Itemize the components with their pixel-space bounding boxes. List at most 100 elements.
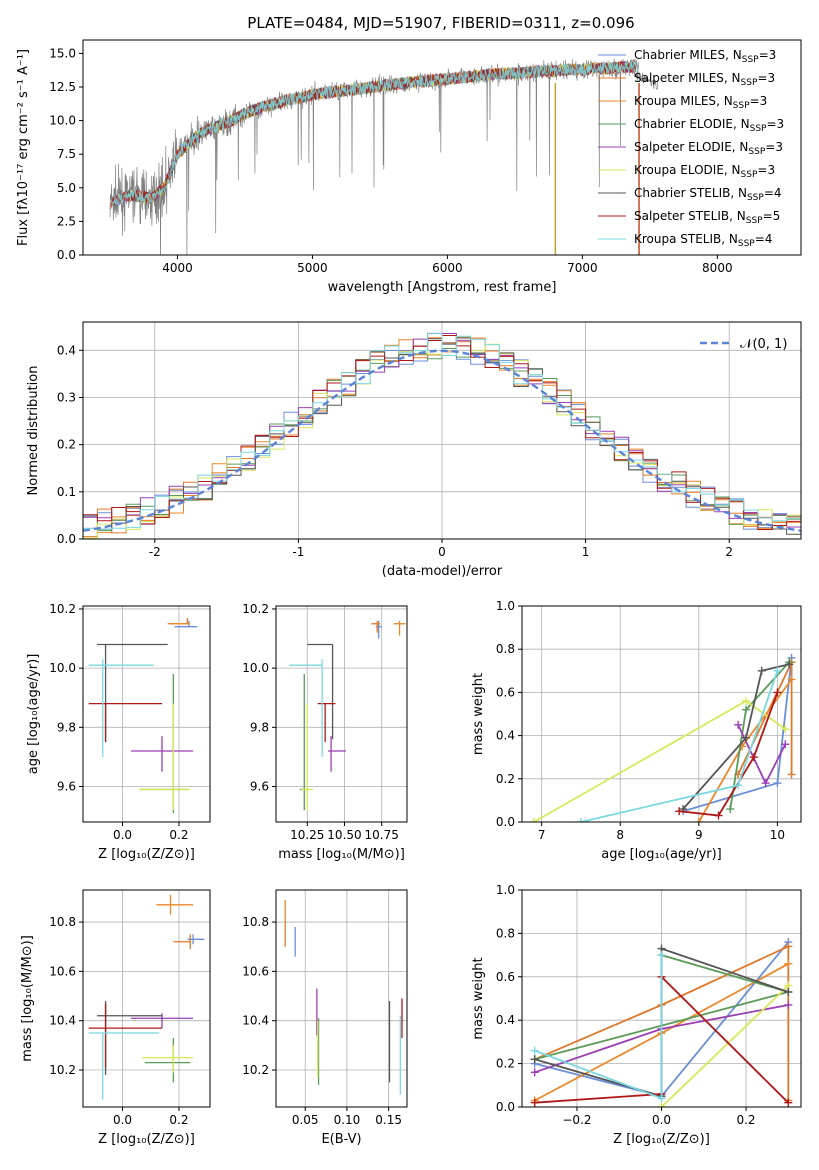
- y-axis-label: Flux [fλ10⁻¹⁷ erg cm⁻² s⁻¹ A⁻¹]: [16, 49, 31, 246]
- y-tick-label: 0.6: [496, 970, 515, 984]
- x-axis-label: age [log₁₀(age/yr)]: [601, 847, 722, 862]
- data-point-7: [317, 702, 336, 743]
- data-point-3: [145, 1037, 191, 1083]
- legend-series-name: Chabrier STELIB: [634, 186, 730, 200]
- weight-line-0: [682, 657, 793, 813]
- plot-area: [88, 617, 198, 814]
- y-tick-label: 10.0: [242, 661, 269, 675]
- y-tick-label: 0.8: [496, 642, 515, 656]
- x-tick-label: 10.25: [290, 828, 324, 842]
- plot-area: [529, 653, 796, 822]
- x-tick-label: 0.10: [334, 1113, 361, 1127]
- legend-nssp-value: =4: [764, 186, 782, 200]
- data-point-5: [142, 1045, 194, 1073]
- plot-area: [109, 58, 659, 255]
- chart-mass_vs_Z: 0.0 0.2 10.2 10.4 10.6 10.8 Z [log₁₀(Z/Z⊙)] mas…: [20, 889, 211, 1147]
- data-point-4: [328, 736, 346, 772]
- legend-nssp: , N: [725, 48, 742, 62]
- y-tick-label: 2.5: [57, 214, 76, 228]
- y-tick-label: 0.2: [496, 1057, 515, 1071]
- y-tick-label: 0.4: [496, 1013, 515, 1027]
- y-tick-label: 10.2: [242, 602, 269, 616]
- x-tick-label: 7000: [567, 261, 598, 275]
- data-point-8: [88, 659, 154, 757]
- x-tick-label: 9: [695, 828, 703, 842]
- data-point-8: [88, 1032, 160, 1100]
- y-tick-label: 10.6: [49, 964, 76, 978]
- legend-nssp-value: =3: [757, 71, 775, 85]
- legend-series-name: Kroupa ELODIE: [634, 163, 724, 177]
- legend-nssp: , N: [732, 140, 749, 154]
- data-point-6: [97, 1000, 163, 1075]
- y-tick-label: 5.0: [57, 181, 76, 195]
- y-tick-label: 1.0: [496, 599, 515, 613]
- legend-nssp-subscript: SSP: [746, 216, 763, 226]
- normal-curve: [83, 349, 801, 532]
- x-axis-label: Z [log₁₀(Z/Z⊙)]: [98, 1132, 195, 1147]
- y-tick-label: 0.6: [496, 685, 515, 699]
- chart-weight_vs_Z: −0.2 0.0 0.2 0.0 0.2 0.4 0.6 0.8 1.0 Z [log₁₀(Z/Z…: [471, 883, 802, 1147]
- y-axis-label: mass weight: [471, 957, 486, 1039]
- x-axis-label: E(B-V): [321, 1132, 361, 1147]
- legend-label: Chabrier ELODIE, NSSP=3: [634, 117, 784, 134]
- y-tick-label: 10.4: [242, 1014, 269, 1028]
- chart-residuals: -2 -1 0 1 2 0.0 0.1 0.2 0.3 0.4 (data-model)/error…: [26, 321, 802, 579]
- x-axis-label: Z [log₁₀(Z/Z⊙)]: [98, 847, 195, 862]
- y-tick-label: 0.2: [57, 438, 76, 452]
- chart-age_vs_mass: 10.25 10.50 10.75 9.6 9.8 10.0 10.2 mass [log₁₀…: [242, 602, 408, 862]
- data-point-4: [130, 736, 194, 772]
- x-tick-label: 0.0: [113, 828, 132, 842]
- legend-label: Salpeter MILES, NSSP=3: [634, 71, 775, 88]
- x-axis-label: (data-model)/error: [382, 564, 503, 579]
- x-tick-label: −0.2: [562, 1113, 591, 1127]
- y-axis-label: mass weight: [471, 673, 486, 755]
- data-point-2: [393, 620, 406, 636]
- weight-line-5: [660, 984, 789, 1107]
- axes-frame: [275, 889, 408, 1108]
- legend-label: Kroupa ELODIE, NSSP=3: [634, 163, 775, 180]
- x-tick-label: 0.05: [292, 1113, 319, 1127]
- legend-series-name: Salpeter ELODIE: [634, 140, 732, 154]
- y-tick-label: 12.5: [49, 80, 76, 94]
- legend-series-name: Kroupa STELIB: [634, 232, 721, 246]
- legend-nssp: , N: [721, 232, 738, 246]
- plot-area: [530, 938, 793, 1107]
- y-tick-label: 0.0: [57, 248, 76, 262]
- x-tick-label: 5000: [297, 261, 328, 275]
- y-tick-label: 9.8: [250, 720, 269, 734]
- x-tick-label: 8: [616, 828, 624, 842]
- weight-line-1: [534, 944, 790, 1101]
- figure-title: PLATE=0484, MJD=51907, FIBERID=0311, z=0…: [247, 14, 634, 32]
- legend-nssp: , N: [716, 94, 733, 108]
- y-tick-label: 10.2: [49, 1063, 76, 1077]
- weight-line-1: [737, 661, 793, 775]
- y-tick-label: 9.6: [57, 779, 76, 793]
- legend-nssp-subscript: SSP: [741, 170, 758, 180]
- y-tick-label: 0.0: [496, 1100, 515, 1114]
- y-tick-label: 10.2: [242, 1063, 269, 1077]
- x-tick-label: 7: [538, 828, 546, 842]
- data-point-6: [307, 643, 334, 740]
- data-point-5: [301, 703, 314, 811]
- legend-nssp-subscript: SSP: [742, 55, 759, 65]
- x-tick-label: 0.2: [169, 1113, 188, 1127]
- y-tick-label: 0.4: [496, 729, 515, 743]
- y-tick-label: 10.8: [49, 915, 76, 929]
- x-tick-label: 0.0: [652, 1113, 671, 1127]
- data-point-3: [139, 674, 188, 814]
- legend-nssp-value: =3: [765, 140, 783, 154]
- legend-series-name: Chabrier ELODIE: [634, 117, 733, 131]
- legend-nssp: , N: [733, 117, 750, 131]
- legend-nssp-subscript: SSP: [738, 239, 755, 249]
- y-tick-label: 15.0: [49, 46, 76, 60]
- y-tick-label: 10.6: [242, 964, 269, 978]
- legend-nssp-subscript: SSP: [750, 124, 767, 134]
- plot-area: [289, 620, 406, 811]
- y-tick-label: 7.5: [57, 147, 76, 161]
- observed-spectrum-tail: [635, 71, 659, 90]
- data-point-2: [156, 894, 194, 915]
- x-axis-label: wavelength [Angstrom, rest frame]: [328, 280, 557, 295]
- legend-series-name: Salpeter STELIB: [634, 209, 729, 223]
- axes-frame: [82, 39, 802, 256]
